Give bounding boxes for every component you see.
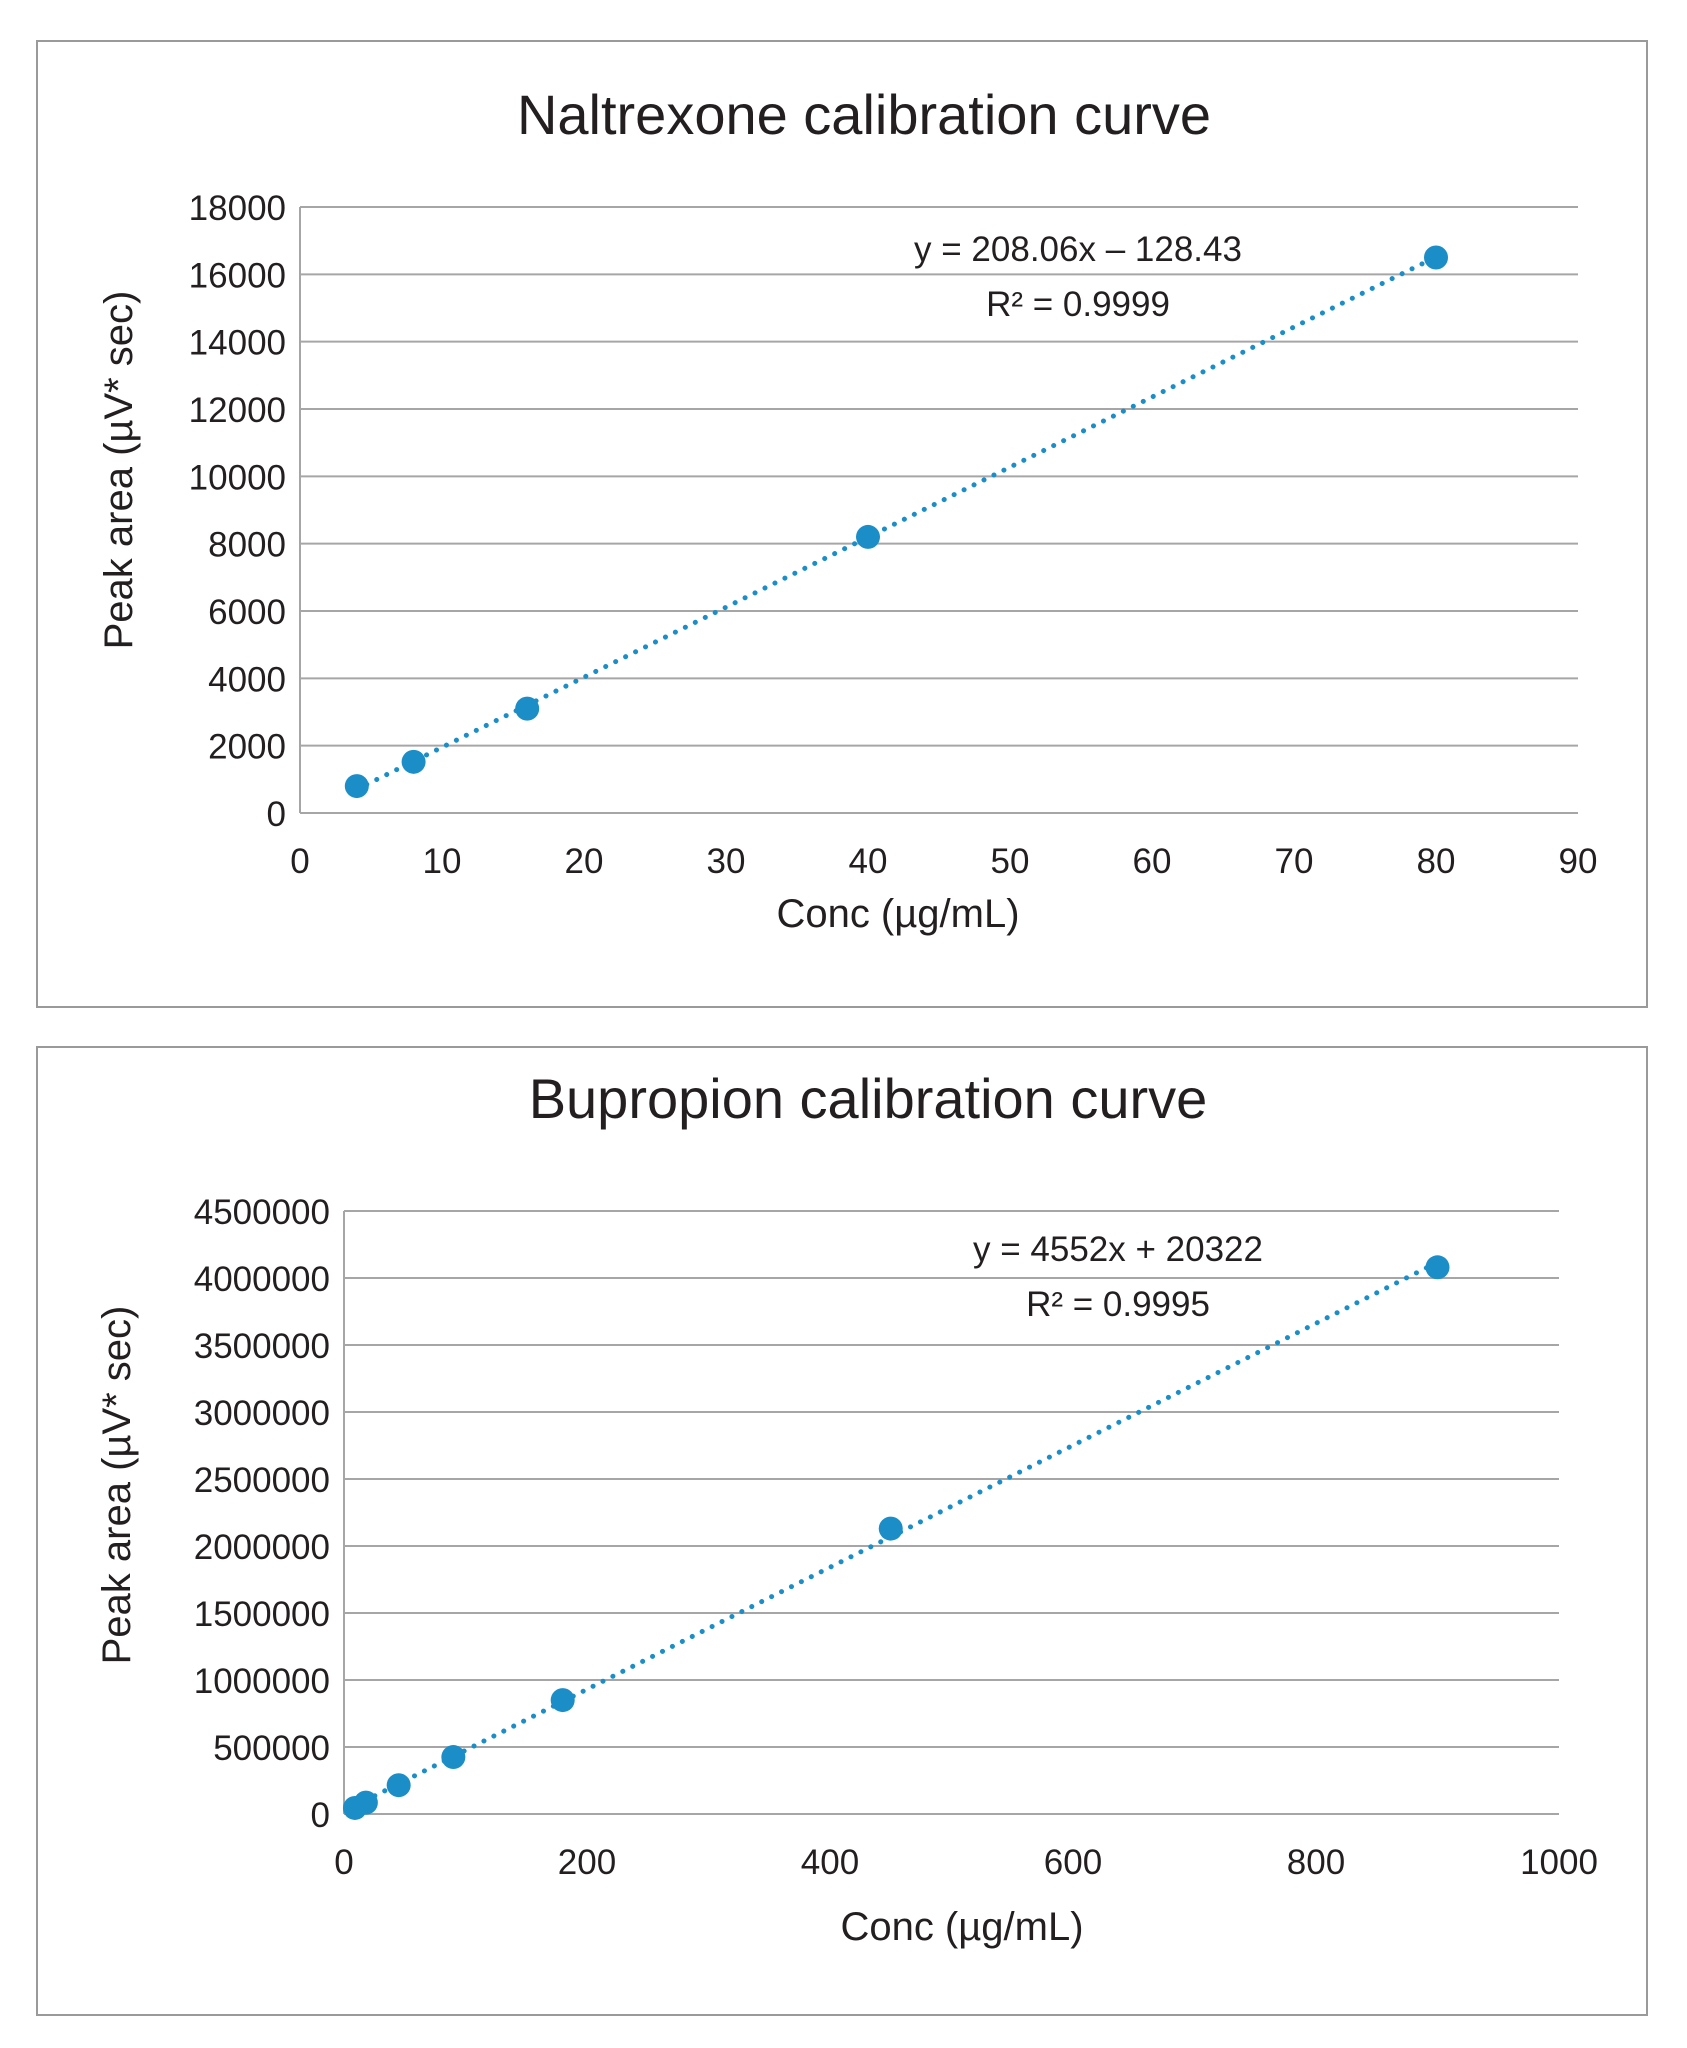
y-tick-label: 14000: [189, 324, 286, 363]
x-tick-label: 800: [1287, 1843, 1345, 1882]
y-tick-label: 18000: [189, 189, 286, 228]
trendline: [354, 254, 1439, 792]
x-tick-label: 30: [707, 842, 746, 881]
y-tick-label: 0: [267, 795, 286, 834]
data-point: [878, 1516, 903, 1541]
trendline-equation: y = 208.06x – 128.43: [914, 230, 1242, 269]
x-tick-label: 0: [334, 1843, 353, 1882]
data-point: [1425, 1255, 1450, 1280]
data-point: [441, 1745, 466, 1770]
y-tick-label: 3000000: [194, 1394, 330, 1433]
r-squared-label: R² = 0.9995: [1026, 1285, 1210, 1324]
x-tick-label: 20: [565, 842, 604, 881]
y-tick-label: 3500000: [194, 1327, 330, 1366]
x-axis-label: Conc (µg/mL): [840, 1905, 1083, 1949]
data-point: [344, 774, 369, 799]
data-point: [1424, 245, 1448, 270]
data-point: [856, 524, 880, 549]
y-tick-label: 10000: [189, 458, 286, 497]
y-tick-label: 2000000: [194, 1528, 330, 1567]
data-point: [401, 749, 426, 774]
y-axis-label: Peak area (µV* sec): [97, 291, 141, 650]
bupropion-chart-panel: Bupropion calibration curve 0 500000 10000…: [36, 1046, 1648, 2016]
x-axis-label: Conc (µg/mL): [776, 892, 1019, 936]
x-tick-label: 200: [558, 1843, 616, 1882]
bupropion-chart: Bupropion calibration curve 050000010000…: [95, 1067, 1598, 1949]
data-point: [353, 1790, 378, 1815]
x-tick-label: 60: [1133, 842, 1172, 881]
y-tick-label: 8000: [208, 526, 286, 565]
y-tick-label: 2500000: [194, 1461, 330, 1500]
x-tick-label: 70: [1275, 842, 1314, 881]
naltrexone-chart: Naltrexone calibration curve 0 2000 4000 60…: [97, 83, 1598, 936]
x-tick-label: 0: [290, 842, 309, 881]
y-tick-label: 6000: [208, 593, 286, 632]
trendline-equation: y = 4552x + 20322: [973, 1230, 1263, 1269]
y-tick-label: 1500000: [194, 1595, 330, 1634]
y-tick-label: 16000: [189, 256, 286, 295]
y-tick-label: 500000: [213, 1729, 330, 1768]
y-tick-label: 4500000: [194, 1193, 330, 1232]
data-point: [550, 1688, 575, 1713]
r-squared-label: R² = 0.9999: [986, 285, 1170, 324]
x-tick-label: 80: [1417, 842, 1456, 881]
y-tick-label: 2000: [208, 728, 286, 767]
data-point: [386, 1773, 411, 1798]
x-tick-label: 1000: [1520, 1843, 1598, 1882]
naltrexone-chart-panel: Naltrexone calibration curve 0 2000 4000 60…: [36, 40, 1648, 1008]
chart-title: Naltrexone calibration curve: [517, 83, 1211, 146]
y-axis-label: Peak area (µV* sec): [95, 1306, 139, 1665]
y-tick-label: 4000: [208, 660, 286, 699]
x-tick-label: 400: [801, 1843, 859, 1882]
y-tick-label: 12000: [189, 391, 286, 430]
x-tick-label: 50: [991, 842, 1030, 881]
x-tick-label: 40: [849, 842, 888, 881]
y-tick-label: 1000000: [194, 1662, 330, 1701]
data-point: [515, 696, 540, 721]
x-tick-label: 10: [423, 842, 462, 881]
y-tick-label: 4000000: [194, 1260, 330, 1299]
chart-title: Bupropion calibration curve: [529, 1067, 1208, 1130]
x-tick-label: 600: [1044, 1843, 1102, 1882]
x-tick-label: 90: [1559, 842, 1598, 881]
y-tick-label: 0: [311, 1796, 330, 1835]
trendline: [352, 1259, 1440, 1809]
